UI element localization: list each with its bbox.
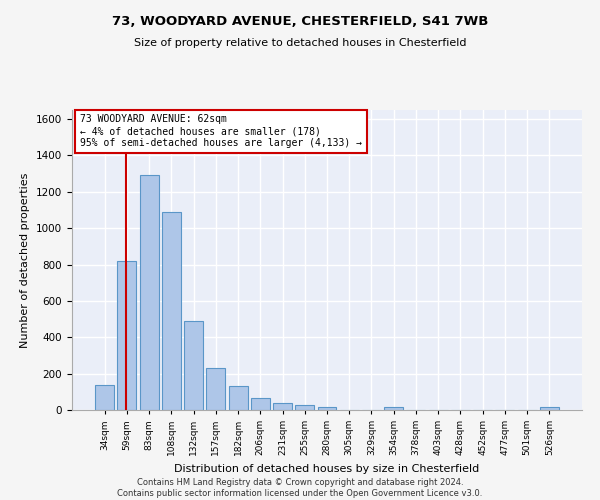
Bar — [251, 398, 270, 410]
Text: 73, WOODYARD AVENUE, CHESTERFIELD, S41 7WB: 73, WOODYARD AVENUE, CHESTERFIELD, S41 7… — [112, 15, 488, 28]
Bar — [118, 261, 136, 410]
Bar — [317, 408, 337, 410]
Bar — [162, 212, 181, 410]
Text: Size of property relative to detached houses in Chesterfield: Size of property relative to detached ho… — [134, 38, 466, 48]
Bar — [206, 368, 225, 410]
Text: 73 WOODYARD AVENUE: 62sqm
← 4% of detached houses are smaller (178)
95% of semi-: 73 WOODYARD AVENUE: 62sqm ← 4% of detach… — [80, 114, 362, 148]
Y-axis label: Number of detached properties: Number of detached properties — [20, 172, 31, 348]
Bar — [540, 408, 559, 410]
Bar — [95, 384, 114, 410]
Bar — [384, 406, 403, 410]
Bar — [229, 386, 248, 410]
Bar — [295, 405, 314, 410]
Bar — [140, 176, 158, 410]
Bar — [184, 321, 203, 410]
Text: Contains HM Land Registry data © Crown copyright and database right 2024.
Contai: Contains HM Land Registry data © Crown c… — [118, 478, 482, 498]
Bar — [273, 403, 292, 410]
X-axis label: Distribution of detached houses by size in Chesterfield: Distribution of detached houses by size … — [175, 464, 479, 473]
